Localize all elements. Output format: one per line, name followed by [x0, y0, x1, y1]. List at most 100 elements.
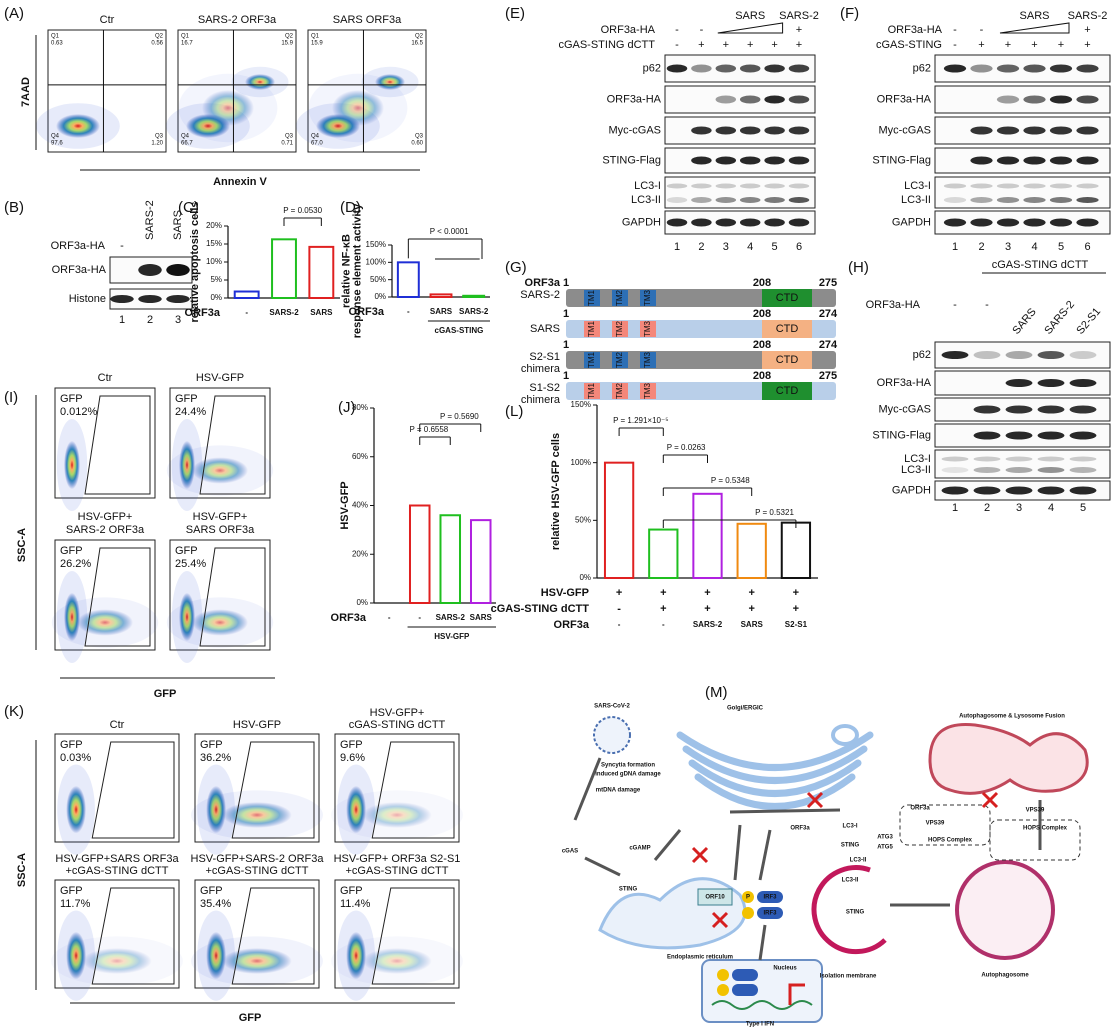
position: 275: [819, 277, 837, 289]
arrow: [584, 856, 621, 877]
y-tick-label: 40%: [352, 501, 368, 510]
schematic-label: P: [746, 895, 750, 901]
plot-frame: [334, 879, 460, 989]
schematic-label: Type I IFN: [746, 1022, 774, 1028]
plot-frame: [169, 387, 271, 499]
band: [996, 197, 1020, 203]
p-value: P = 0.5321: [755, 508, 794, 517]
x-tick-label: -: [407, 307, 410, 316]
bar: [233, 290, 260, 299]
band: [1037, 456, 1065, 462]
row-mark: +: [660, 603, 666, 615]
y-tick-label: 10%: [206, 257, 222, 266]
band: [739, 183, 761, 189]
x-tick-label: SARS-2: [436, 613, 466, 622]
band: [715, 197, 737, 203]
y-tick-label: 150%: [571, 400, 591, 409]
gate-percent: 11.4%: [340, 898, 371, 910]
quadrant-value: 0.56: [151, 41, 163, 47]
construct-header: ORF3a: [525, 277, 561, 289]
schematic-label: STING: [841, 843, 860, 849]
band: [715, 126, 737, 135]
phospho: [717, 984, 729, 996]
quadrant-name: Q1: [311, 34, 320, 40]
panel-label: (E): [505, 5, 525, 22]
gate-percent: 35.4%: [200, 898, 231, 910]
schematic-label: ATG3: [877, 835, 893, 841]
schematic-label: Nucleus: [773, 966, 797, 972]
isolation-membrane: [811, 865, 887, 955]
schematic-label: HOPS Complex: [1023, 826, 1068, 832]
band: [1023, 183, 1046, 189]
row-mark: +: [660, 587, 666, 599]
column-label: SARS: [172, 210, 184, 240]
tm-label: TM1: [587, 382, 596, 399]
ctd-label: CTD: [776, 385, 799, 397]
hops-box: [899, 804, 991, 846]
plot-frame: [54, 879, 180, 989]
band: [996, 183, 1020, 189]
density: [332, 90, 384, 126]
band: [973, 467, 1001, 473]
axis-label: GFP: [239, 1012, 262, 1024]
x-tick-label: -: [662, 620, 665, 629]
tm-domain: [612, 352, 628, 368]
y-tick-label: 50%: [370, 275, 386, 284]
quadrant-value: 66.7: [181, 141, 193, 147]
band: [691, 156, 712, 165]
y-tick-label: 20%: [206, 221, 222, 230]
band-label: ORF3a-HA: [877, 377, 932, 389]
band: [666, 197, 688, 203]
schematic-label: Endoplasmic reticulum: [667, 955, 733, 961]
group-label: cGAS-STING dCTT: [992, 259, 1089, 271]
gate-name: GFP: [200, 885, 223, 897]
band-label: p62: [643, 62, 661, 74]
band: [691, 218, 712, 227]
bar: [429, 293, 453, 298]
blot-frame: [664, 176, 816, 209]
plot-title: HSV-GFP+SARS-2 ORF3a: [191, 853, 325, 865]
golgi-cisterna: [694, 773, 856, 810]
band: [943, 218, 967, 227]
lane-mark: -: [675, 24, 679, 36]
y-tick-label: 100%: [571, 458, 591, 467]
band: [970, 156, 993, 165]
gate-percent: 36.2%: [200, 752, 231, 764]
lane-mark: +: [747, 39, 753, 51]
plot-title: SARS ORF3a: [333, 14, 402, 26]
phospho: [742, 891, 754, 903]
y-tick-label: 60%: [352, 452, 368, 461]
tm-domain: [612, 383, 628, 399]
block-x: [691, 846, 709, 864]
phospho: [742, 907, 754, 919]
schematic-label: Isolation membrane: [820, 974, 877, 980]
band: [973, 431, 1001, 440]
band: [166, 295, 190, 303]
band: [739, 156, 761, 165]
band: [764, 183, 785, 189]
axis-label: SSC-A: [16, 528, 28, 562]
plot-frame: [47, 29, 167, 153]
band: [1037, 431, 1065, 440]
band: [739, 95, 761, 104]
irf3: [732, 969, 758, 981]
column-label: -: [120, 240, 124, 252]
density: [245, 74, 275, 90]
schematic-label: ORF3a: [790, 826, 810, 832]
lane-number: 6: [796, 241, 802, 253]
x-tick-label: -: [418, 613, 421, 622]
lane-number: 3: [175, 314, 181, 326]
bar: [692, 492, 723, 580]
panel-label: (H): [848, 259, 869, 276]
band: [943, 64, 967, 73]
band-label: STING-Flag: [602, 154, 661, 166]
arrow: [758, 829, 772, 881]
density: [82, 948, 152, 974]
group-label: SARS: [735, 10, 765, 22]
lane-mark: -: [953, 39, 957, 51]
band-label: STING-Flag: [872, 154, 931, 166]
lane-number: 5: [1080, 502, 1086, 514]
band: [666, 218, 688, 227]
band: [1076, 64, 1099, 73]
